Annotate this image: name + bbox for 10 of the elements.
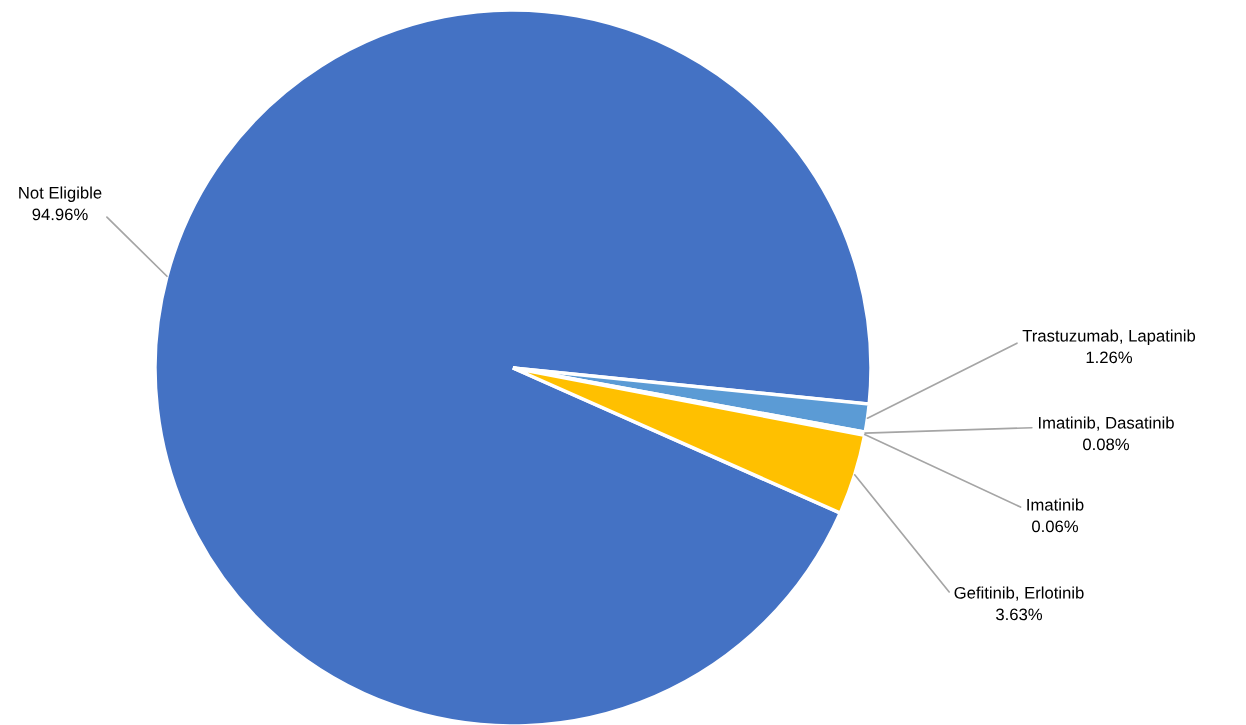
slice-label: Gefitinib, Erlotinib (954, 586, 1084, 601)
data-label: 0.08% (1083, 438, 1130, 451)
data-label: 94.96% (32, 208, 88, 221)
data-label: 0.06% (1032, 520, 1079, 533)
data-label: 1.26% (1086, 351, 1133, 364)
slice-label: Not Eligible (19, 186, 102, 202)
slice-label: Trastuzumab, Lapatinib (1022, 329, 1196, 345)
data-label: 3.63% (996, 608, 1043, 621)
slice-label: Imatinib (1027, 498, 1084, 511)
slice-label: Imatinib, Dasatinib (1038, 416, 1174, 431)
